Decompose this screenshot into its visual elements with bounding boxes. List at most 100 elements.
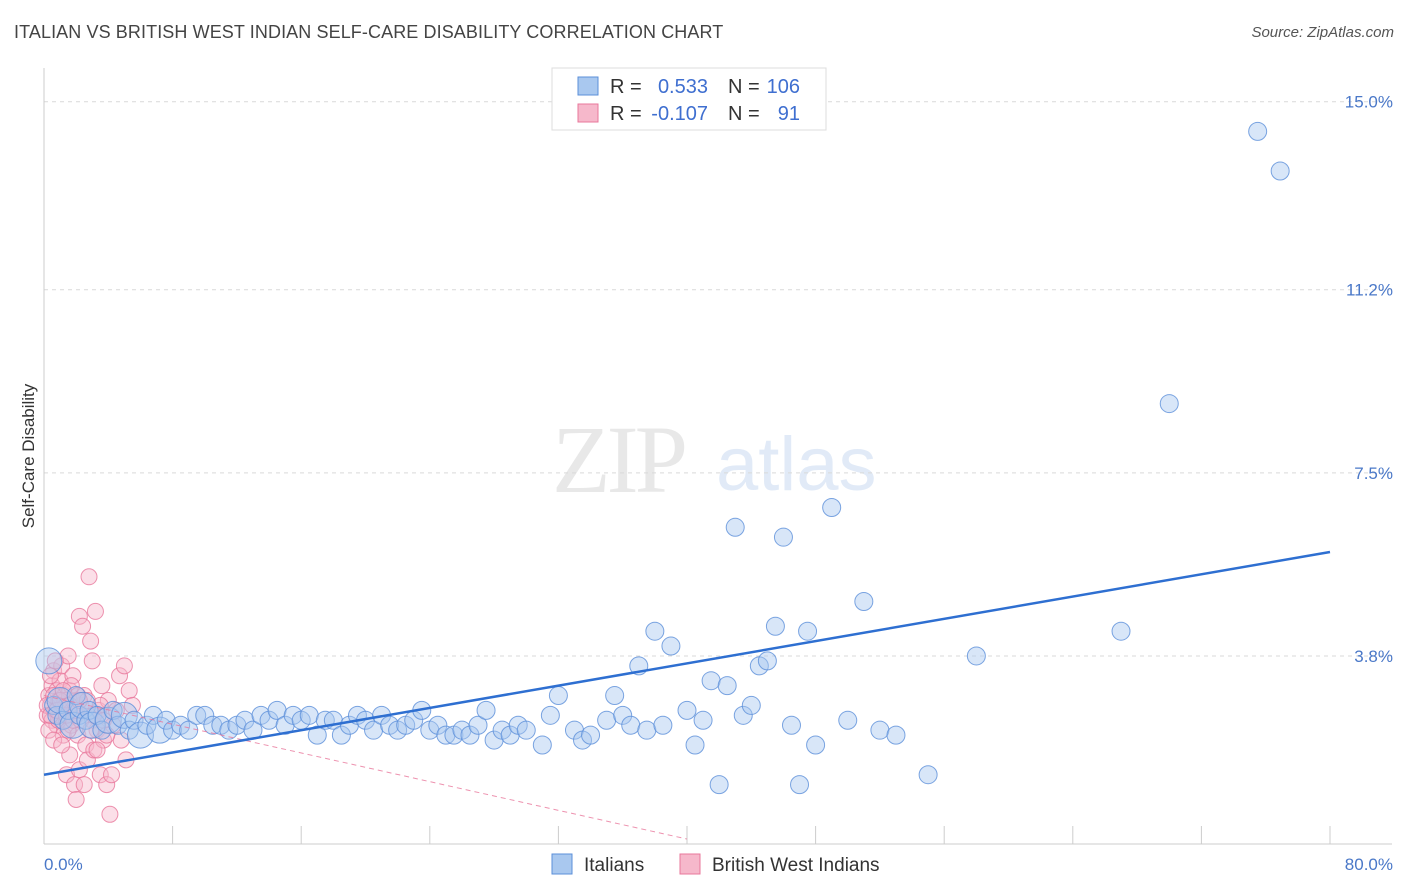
point-italians-64 [468, 715, 488, 735]
x-tick-label-min: 0.0% [44, 855, 83, 874]
point-italians-91 [717, 676, 737, 696]
bottom-legend-label-italians: Italians [584, 855, 644, 876]
point-italians-72 [540, 705, 560, 725]
point-italians-94 [741, 695, 761, 715]
point-italians-83 [645, 621, 665, 641]
axes [43, 68, 1392, 845]
point-italians-20 [124, 710, 144, 730]
point-italians-100 [790, 775, 810, 795]
point-italians-73 [548, 686, 568, 706]
legend-n-label-italians: N = [728, 76, 760, 98]
point-british-west-indians-32 [74, 617, 92, 635]
watermark: ZIP atlas [552, 406, 877, 513]
bottom-legend-swatch-british-west-indians [679, 853, 701, 875]
point-italians-104 [838, 710, 858, 730]
legend-n-value-italians: 106 [767, 76, 800, 98]
point-italians-63 [460, 725, 480, 745]
regression-line-british-west-indians [43, 695, 688, 840]
regression-line-italians [43, 550, 1331, 776]
bottom-legend-swatch-italians [551, 853, 573, 875]
point-italians-93 [733, 705, 753, 725]
point-italians-82 [637, 720, 657, 740]
point-italians-70 [516, 720, 536, 740]
point-italians-30 [195, 705, 215, 725]
y-tick-labels: 3.8% 7.5% 11.2% 15.0% [1345, 93, 1393, 666]
point-italians-29 [187, 705, 207, 725]
point-italians-71 [532, 735, 552, 755]
source-credit: Source: ZipAtlas.com [1251, 24, 1394, 41]
point-italians-16 [103, 700, 123, 720]
point-italians-80 [621, 715, 641, 735]
point-british-west-indians-29 [70, 607, 88, 625]
point-italians-25 [156, 710, 176, 730]
legend-swatch-italians [577, 76, 599, 96]
point-italians-15 [94, 706, 122, 734]
legend-swatch-british-west-indians [577, 103, 599, 123]
point-italians-77 [597, 710, 617, 730]
point-italians-87 [685, 735, 705, 755]
point-italians-107 [886, 725, 906, 745]
point-italians-23 [143, 705, 163, 725]
point-italians-78 [605, 686, 625, 706]
point-italians-99 [781, 715, 801, 735]
point-italians-6 [59, 711, 87, 739]
point-italians-0 [35, 647, 63, 675]
legend-r-label-british-west-indians: R = [610, 103, 642, 125]
point-italians-84 [653, 715, 673, 735]
point-italians-97 [765, 616, 785, 636]
point-italians-108 [918, 765, 938, 785]
watermark-atlas: atlas [716, 422, 877, 507]
point-italians-86 [677, 700, 697, 720]
y-axis-title: Self-Care Disability [19, 383, 38, 528]
y-tick-label-0: 3.8% [1354, 647, 1393, 666]
point-italians-19 [119, 720, 139, 740]
point-italians-65 [476, 700, 496, 720]
regression-lines [43, 550, 1331, 840]
y-tick-label-3: 15.0% [1345, 93, 1393, 112]
point-british-west-indians-36 [80, 568, 98, 586]
legend-r-label-italians: R = [610, 76, 642, 98]
point-italians-76 [581, 725, 601, 745]
legend-r-value-british-west-indians: -0.107 [651, 103, 708, 125]
point-british-west-indians-72 [75, 776, 93, 794]
point-italians-47 [331, 725, 351, 745]
point-italians-106 [870, 720, 890, 740]
point-italians-88 [693, 710, 713, 730]
point-italians-101 [798, 621, 818, 641]
point-italians-112 [1248, 121, 1268, 141]
point-italians-89 [701, 671, 721, 691]
point-british-west-indians-62 [45, 731, 63, 749]
point-italians-12 [78, 711, 106, 739]
point-british-west-indians-63 [46, 652, 64, 670]
point-italians-111 [1159, 394, 1179, 414]
point-italians-102 [806, 735, 826, 755]
legend-n-value-british-west-indians: 91 [778, 103, 800, 125]
x-tick-label-max: 80.0% [1345, 855, 1393, 874]
x-tick-labels: 0.0% 80.0% [44, 855, 1393, 874]
point-british-west-indians-27 [67, 790, 85, 808]
point-british-west-indians-48 [98, 776, 116, 794]
point-italians-103 [822, 497, 842, 517]
point-italians-79 [613, 705, 633, 725]
point-italians-90 [709, 775, 729, 795]
legend-n-label-british-west-indians: N = [728, 103, 760, 125]
point-british-west-indians-65 [53, 736, 71, 754]
series-italians [35, 121, 1290, 795]
y-tick-label-1: 7.5% [1354, 464, 1393, 483]
point-british-west-indians-37 [82, 632, 100, 650]
point-italians-59 [428, 715, 448, 735]
point-british-west-indians-76 [88, 741, 106, 759]
point-british-west-indians-54 [111, 667, 129, 685]
point-italians-85 [661, 636, 681, 656]
bottom-legend: Italians British West Indians [551, 853, 880, 876]
point-british-west-indians-51 [103, 766, 121, 784]
point-british-west-indians-45 [93, 677, 111, 695]
point-italians-7 [66, 686, 86, 706]
watermark-zip: ZIP [552, 406, 685, 513]
point-italians-43 [299, 705, 319, 725]
legend-r-value-italians: 0.533 [658, 76, 708, 98]
point-italians-113 [1270, 161, 1290, 181]
point-british-west-indians-33 [75, 687, 93, 705]
point-italians-92 [725, 517, 745, 537]
